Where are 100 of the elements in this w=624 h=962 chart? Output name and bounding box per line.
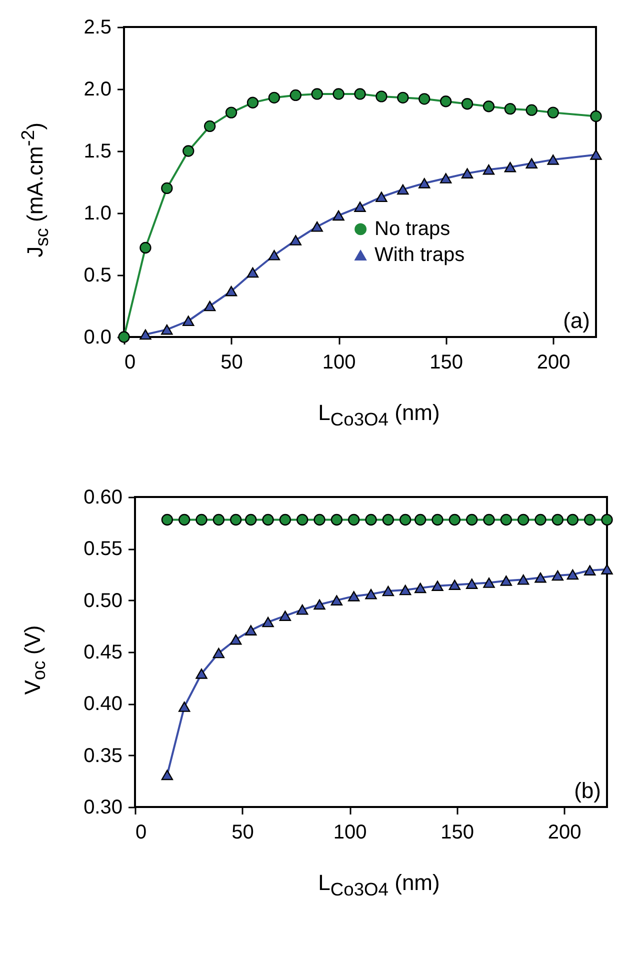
point — [262, 616, 274, 628]
x-tick-label: 0 — [124, 352, 136, 374]
x-tick-label: 0 — [136, 822, 147, 844]
point — [584, 514, 596, 526]
point — [354, 202, 366, 212]
x-tick-label: 100 — [322, 352, 356, 374]
y-tick-label: 0.45 — [84, 642, 122, 664]
point — [348, 514, 360, 526]
annotation: (a) — [563, 308, 590, 333]
point — [432, 580, 444, 592]
annotation: (b) — [574, 778, 601, 803]
y-tick-label: 0.60 — [84, 486, 122, 508]
point — [212, 514, 225, 526]
point — [140, 329, 152, 340]
y-tick-label: 1.0 — [84, 202, 112, 224]
point — [196, 668, 208, 679]
point — [482, 164, 495, 175]
point — [399, 584, 412, 596]
point — [483, 514, 495, 526]
point — [547, 106, 559, 118]
point — [161, 770, 174, 780]
point — [354, 88, 366, 100]
point — [314, 599, 326, 610]
point — [268, 250, 280, 260]
point — [397, 92, 409, 104]
y-tick-label: 0.55 — [84, 538, 122, 560]
point — [461, 168, 474, 178]
point — [161, 324, 173, 335]
point — [230, 634, 242, 645]
x-tick-label: 200 — [536, 352, 570, 374]
point — [182, 316, 194, 326]
point — [140, 242, 152, 254]
point — [517, 514, 530, 526]
point — [504, 103, 516, 115]
legend-label: With traps — [374, 244, 465, 266]
point — [466, 578, 478, 589]
point — [526, 158, 538, 169]
x-tick-label: 150 — [440, 822, 474, 844]
point — [262, 514, 274, 526]
point — [246, 267, 259, 278]
point — [279, 610, 292, 621]
point — [348, 591, 360, 602]
y-tick-label: 0.35 — [84, 744, 122, 767]
point — [601, 514, 613, 526]
point — [268, 92, 280, 104]
point — [432, 514, 444, 526]
y-tick-label: 2.5 — [84, 16, 112, 38]
point — [332, 210, 344, 221]
point — [330, 514, 343, 526]
x-tick-label: 200 — [548, 822, 582, 844]
point — [196, 514, 208, 526]
point — [311, 88, 323, 100]
x-axis-title: L$_{Co3O4}$ (nm) — [317, 400, 441, 430]
point — [440, 173, 452, 184]
x-tick-label: 150 — [430, 352, 464, 374]
x-tick-label: 50 — [220, 352, 243, 374]
point — [225, 286, 238, 296]
y-tick-label: 1.5 — [84, 140, 112, 162]
point — [552, 570, 564, 581]
point — [526, 104, 538, 116]
point — [246, 96, 259, 108]
point — [418, 178, 430, 188]
point — [448, 580, 461, 590]
point — [178, 514, 190, 526]
y-tick-label: 0.5 — [84, 264, 112, 286]
point — [552, 514, 564, 526]
point — [566, 514, 579, 526]
point — [466, 514, 478, 526]
point — [314, 514, 326, 526]
point — [500, 576, 512, 586]
point — [332, 88, 344, 100]
point — [590, 150, 602, 160]
point — [483, 578, 495, 588]
point — [182, 145, 194, 157]
point — [534, 572, 546, 583]
point — [448, 514, 461, 526]
y-tick-label: 2.0 — [84, 78, 112, 100]
y-tick-label: 0.40 — [84, 693, 122, 716]
point — [245, 514, 257, 526]
point — [161, 182, 173, 194]
point — [397, 184, 409, 195]
point — [296, 514, 308, 526]
point — [566, 569, 579, 580]
x-axis-title: L$_{Co3O4}$ (nm) — [317, 870, 441, 900]
x-tick-label: 50 — [232, 822, 254, 844]
y-tick-label: 0.0 — [84, 326, 112, 348]
point — [245, 625, 257, 636]
point — [225, 106, 238, 118]
point — [382, 514, 394, 526]
point — [504, 162, 516, 172]
point — [161, 514, 174, 526]
point — [590, 110, 602, 122]
point — [376, 192, 388, 202]
point — [482, 100, 495, 112]
point — [584, 565, 596, 576]
point — [461, 98, 474, 110]
point — [414, 514, 426, 526]
point — [204, 300, 216, 312]
point — [382, 586, 394, 596]
point — [365, 514, 377, 526]
